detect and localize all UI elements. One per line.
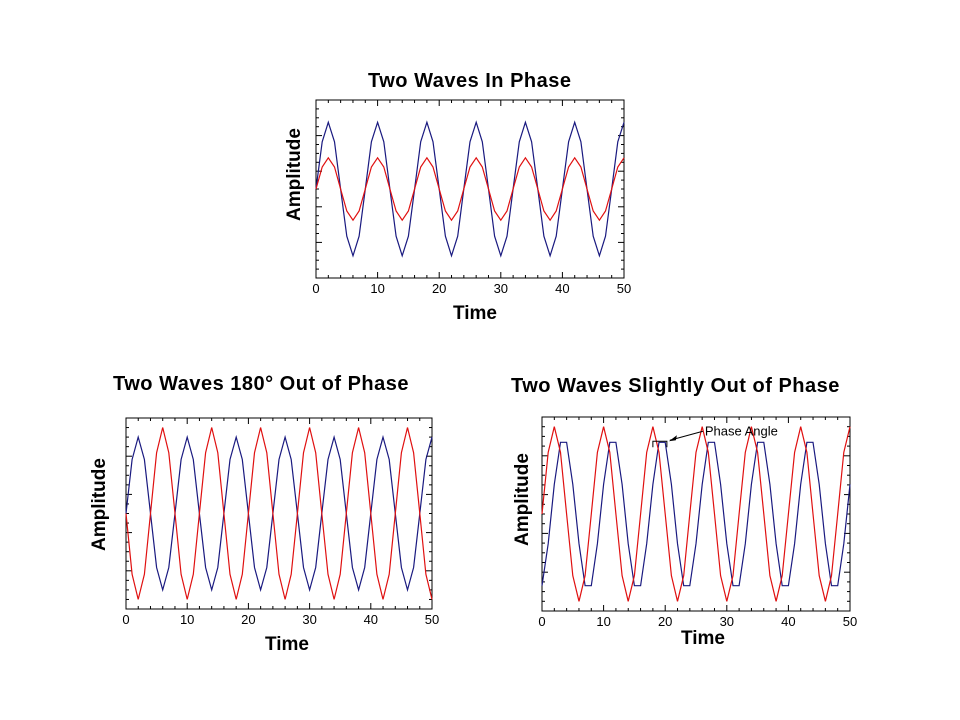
- chart-slightly-out-of-phase: Two Waves Slightly Out of Phase Amplitud…: [480, 330, 960, 720]
- chart-in-phase: Two Waves In Phase Amplitude Time 0 10 20 3…: [0, 0, 960, 330]
- y-axis-label: Amplitude: [89, 458, 110, 551]
- x-tick-label: 50: [843, 614, 857, 629]
- series-line-red: [541, 426, 851, 602]
- chart-title: Two Waves 180° Out of Phase: [113, 373, 410, 395]
- plot-area: 0 10 20 30 40 50 Phase Angle: [538, 416, 857, 629]
- x-tick-label: 50: [617, 281, 631, 296]
- x-axis-label: Time: [265, 634, 310, 655]
- x-tick-label: 50: [425, 612, 439, 627]
- x-axis-label: Time: [681, 628, 726, 649]
- x-tick-label: 20: [658, 614, 672, 629]
- chart-title: Two Waves In Phase: [368, 70, 572, 92]
- x-tick-label: 0: [312, 281, 319, 296]
- series-line-red: [125, 427, 433, 600]
- plot-area: 0 10 20 30 40 50: [312, 99, 631, 296]
- x-tick-label: 0: [122, 612, 129, 627]
- chart-180-out-of-phase: Two Waves 180° Out of Phase Amplitude Ti…: [0, 330, 480, 720]
- chart-title: Two Waves Slightly Out of Phase: [511, 375, 840, 397]
- x-axis-label: Time: [453, 303, 498, 324]
- x-tick-label: 10: [596, 614, 610, 629]
- x-tick-label: 20: [432, 281, 446, 296]
- x-tick-label: 10: [370, 281, 384, 296]
- plot-frame: [315, 99, 625, 279]
- series-line-blue: [541, 441, 851, 587]
- series-line-blue: [315, 120, 625, 258]
- x-tick-label: 30: [494, 281, 508, 296]
- annotation-label: Phase Angle: [705, 423, 778, 438]
- x-tick-label: 30: [720, 614, 734, 629]
- plot-frame: [541, 416, 851, 612]
- annotation-arrowhead: [668, 435, 677, 442]
- series-line-blue: [125, 434, 433, 593]
- plot-area: 0 10 20 30 40 50: [122, 417, 439, 627]
- x-tick-label: 40: [364, 612, 378, 627]
- x-tick-label: 10: [180, 612, 194, 627]
- x-tick-label: 30: [302, 612, 316, 627]
- series-line-red: [315, 156, 625, 222]
- phase-angle-bracket: [652, 440, 668, 448]
- x-tick-label: 20: [241, 612, 255, 627]
- x-tick-label: 0: [538, 614, 545, 629]
- x-tick-label: 40: [781, 614, 795, 629]
- x-tick-label: 40: [555, 281, 569, 296]
